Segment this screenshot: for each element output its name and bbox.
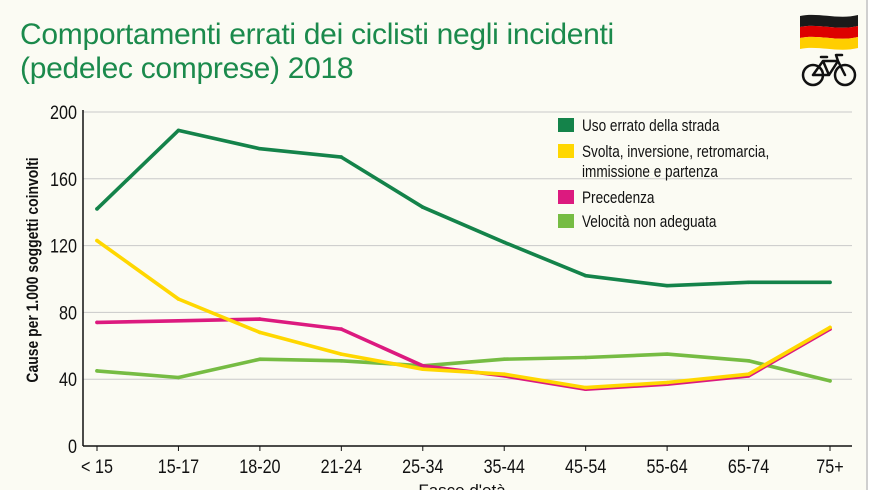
x-tick-label: 21-24 xyxy=(321,456,362,478)
x-tick-label: 15-17 xyxy=(158,456,199,478)
legend-swatch xyxy=(558,144,574,158)
series-line-3 xyxy=(95,352,832,383)
data-point xyxy=(258,317,262,321)
y-tick-label: 120 xyxy=(50,235,77,257)
data-point xyxy=(258,357,262,361)
data-point xyxy=(665,283,669,288)
data-point xyxy=(95,369,99,373)
y-tick-label: 200 xyxy=(50,102,77,124)
data-point xyxy=(502,357,507,361)
legend-label: Svolta, inversione, retromarcia, xyxy=(582,143,769,162)
data-point xyxy=(583,385,588,390)
y-tick-label: 0 xyxy=(68,436,77,458)
data-point xyxy=(583,355,588,360)
x-tick-label: 35-44 xyxy=(484,456,525,478)
flag-stripe-black xyxy=(800,14,858,28)
y-axis-label: Cause per 1.000 soggetti coinvolti xyxy=(24,157,43,382)
data-point xyxy=(420,367,425,371)
data-point xyxy=(176,297,181,301)
legend-swatch xyxy=(558,118,574,132)
data-point xyxy=(583,273,588,278)
data-point xyxy=(339,352,344,356)
y-tick-label: 80 xyxy=(59,302,77,324)
x-tick-label: 45-54 xyxy=(565,456,606,478)
x-tick-label: 18-20 xyxy=(239,456,280,478)
germany-flag-icon xyxy=(800,14,858,50)
series-line-1 xyxy=(95,238,832,390)
data-point xyxy=(95,238,99,243)
data-point xyxy=(339,327,344,331)
data-point xyxy=(176,375,181,380)
x-tick-label: 55-64 xyxy=(646,456,687,478)
y-tick-label: 40 xyxy=(59,369,77,391)
x-tick-label: 75+ xyxy=(816,456,843,478)
chart-title: Comportamenti errati dei ciclisti negli … xyxy=(20,18,760,86)
legend-swatch xyxy=(558,190,574,204)
legend-label-line-2: immissione e partenza xyxy=(582,163,718,182)
data-point xyxy=(339,359,344,363)
data-point xyxy=(828,379,832,383)
series-line-0 xyxy=(95,128,832,288)
data-point xyxy=(828,280,832,285)
chart-title-line-1: Comportamenti errati dei ciclisti negli … xyxy=(20,18,614,51)
data-point xyxy=(746,372,751,376)
data-point xyxy=(502,372,507,376)
legend-label: Uso errato della strada xyxy=(582,117,720,136)
data-point xyxy=(420,364,425,368)
data-point xyxy=(828,325,832,330)
data-point xyxy=(339,155,344,159)
chart-title-line-2: (pedelec comprese) 2018 xyxy=(20,52,354,85)
data-point xyxy=(420,205,425,209)
x-tick-label: 25-34 xyxy=(402,456,443,478)
x-tick-label: < 15 xyxy=(81,456,113,478)
x-tick-label: 65-74 xyxy=(728,456,769,478)
data-point xyxy=(258,330,262,335)
x-axis-label: Fasce d'età xyxy=(418,481,506,490)
bicycle-icon xyxy=(801,53,857,87)
data-point xyxy=(176,128,181,133)
legend-label: Velocità non adeguata xyxy=(582,213,717,232)
legend-label: Precedenza xyxy=(582,189,655,208)
data-point xyxy=(176,318,181,323)
data-point xyxy=(95,207,99,211)
y-tick-label: 160 xyxy=(50,169,77,191)
data-point xyxy=(95,320,99,325)
data-point xyxy=(746,280,751,285)
flag-stripe-gold xyxy=(800,36,858,50)
data-point xyxy=(665,352,669,356)
data-point xyxy=(258,146,262,151)
flag-stripe-red xyxy=(800,25,858,39)
data-point xyxy=(665,380,669,385)
data-point xyxy=(746,359,751,363)
legend-swatch xyxy=(558,214,574,228)
data-point xyxy=(502,240,507,245)
